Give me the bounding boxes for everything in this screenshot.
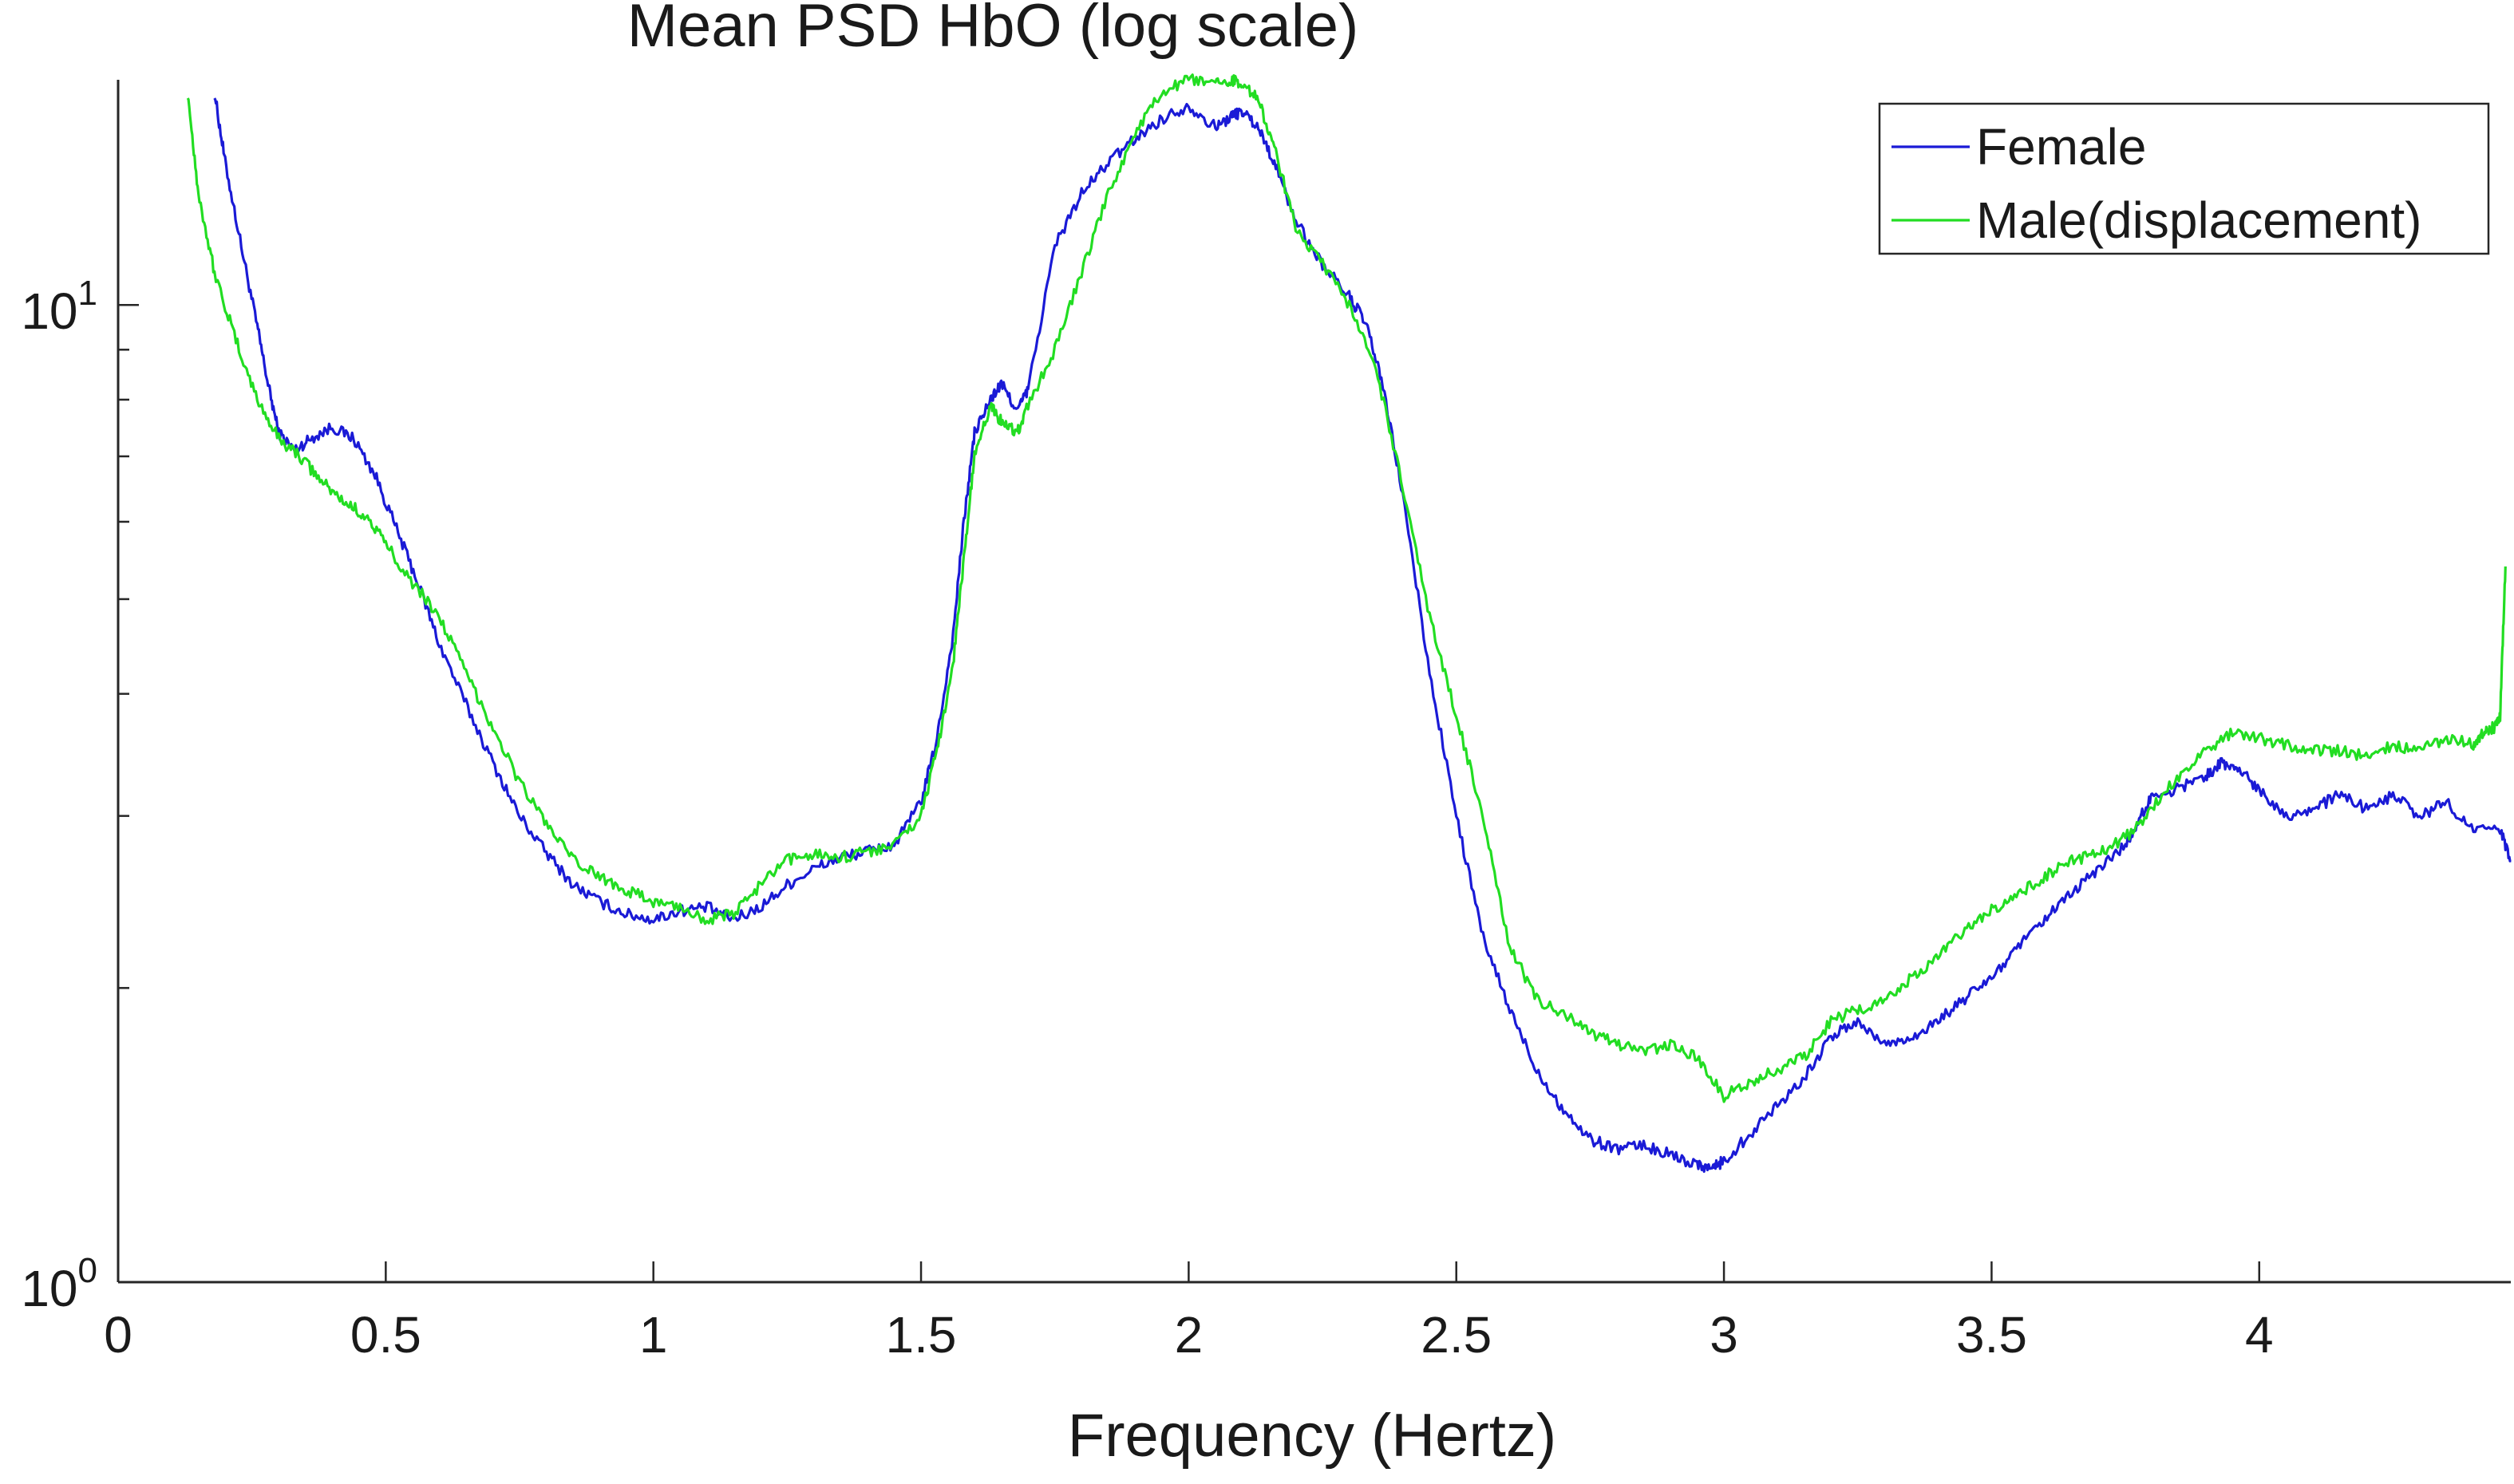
x-tick-label: 3.5 xyxy=(1956,1306,2027,1364)
x-tick-label: 3 xyxy=(1710,1306,1738,1364)
x-axis-ticks: 0 0.5 1 1.5 2 2.5 3 3.5 4 xyxy=(104,1261,2274,1364)
x-tick-label: 2 xyxy=(1175,1306,1204,1364)
x-tick-label: 2.5 xyxy=(1421,1306,1492,1364)
x-tick-label: 0.5 xyxy=(350,1306,421,1364)
y-tick-label-exponent: 0 xyxy=(78,1251,97,1290)
chart-title: Mean PSD HbO (log scale) xyxy=(627,0,1359,60)
x-tick-label: 1 xyxy=(639,1306,668,1364)
y-tick-label-base: 10 xyxy=(21,1260,77,1317)
legend-label: Male(displacement) xyxy=(1976,191,2421,249)
series-line-male xyxy=(186,73,2507,1103)
legend-label: Female xyxy=(1976,118,2146,176)
y-tick-label-exponent: 1 xyxy=(78,274,97,313)
legend-box xyxy=(1878,102,2490,255)
x-tick-label: 4 xyxy=(2245,1306,2274,1364)
plot-area xyxy=(117,73,2512,1284)
series-layer xyxy=(186,73,2512,1173)
legend-entries: Female Male(displacement) xyxy=(1891,118,2421,249)
y-tick-label: 100 xyxy=(21,1251,97,1317)
x-tick-label: 1.5 xyxy=(886,1306,957,1364)
y-tick-label-base: 10 xyxy=(21,282,77,340)
x-tick-label: 0 xyxy=(104,1306,132,1364)
y-tick-label: 101 xyxy=(21,274,97,340)
x-axis-label: Frequency (Hertz) xyxy=(1068,1402,1556,1470)
legend: Female Male(displacement) xyxy=(1878,102,2490,255)
